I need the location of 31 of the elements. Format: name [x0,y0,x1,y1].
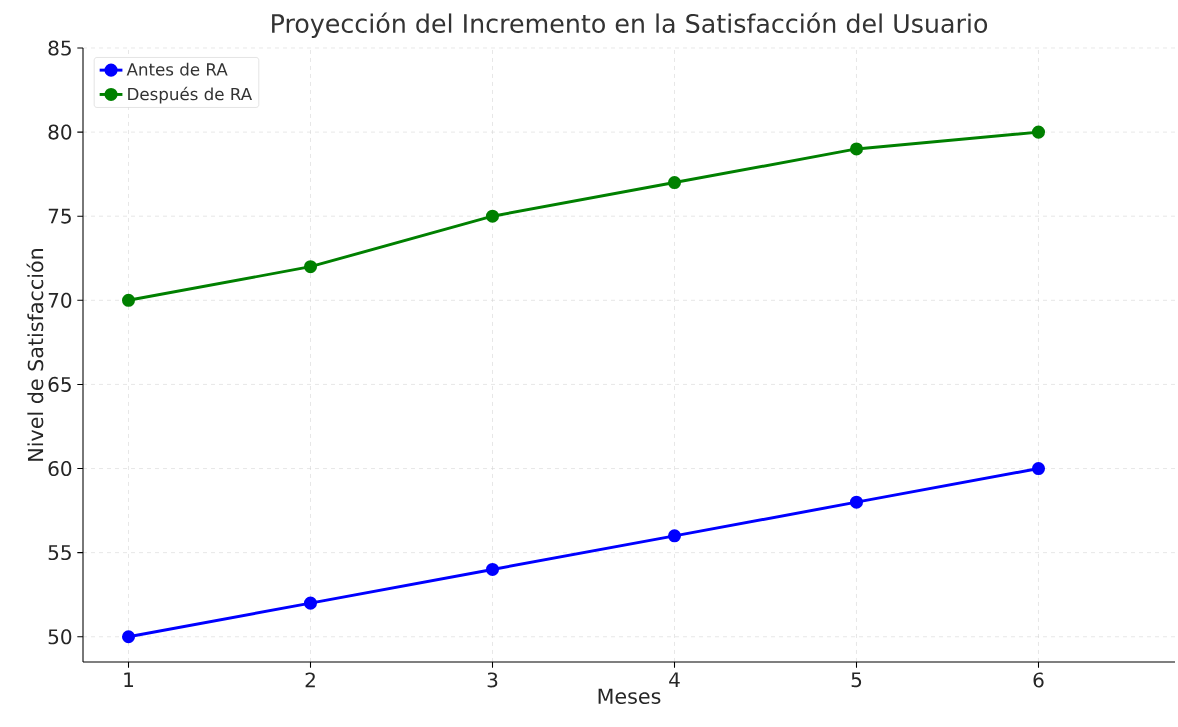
y-tick-label: 65 [48,376,71,392]
legend-label: Después de RA [128,86,253,104]
y-tick-label: 75 [48,208,71,224]
chart-title: Proyección del Incremento en la Satisfacción del Usuario [272,12,988,38]
point [849,495,864,509]
x-tick-label: 5 [851,672,862,688]
y-tick-label: 60 [48,460,72,477]
y-tick-label: 55 [48,545,71,561]
point [121,630,136,644]
y-tick-label: 85 [48,40,71,56]
point [667,176,682,190]
y-tick-label: 50 [48,629,72,645]
x-tick-label: 2 [305,672,315,688]
y-axis-title: Nivel de Satisfacción [26,249,44,461]
point [121,293,136,307]
point [303,596,318,610]
x-tick-label: 1 [124,672,134,687]
y-tick-label: 80 [48,124,72,140]
point [1031,462,1046,476]
point [667,529,682,543]
x-tick-label: 3 [487,672,498,688]
point [1031,125,1046,139]
x-axis-title: Meses [598,688,661,705]
point [485,209,500,223]
y-tick-label: 70 [48,292,72,308]
point [849,142,864,156]
point [303,260,318,274]
x-tick-label: 4 [669,672,680,687]
legend-label: Antes de RA [126,62,228,76]
x-tick-label: 6 [1033,672,1044,688]
point [485,562,500,576]
